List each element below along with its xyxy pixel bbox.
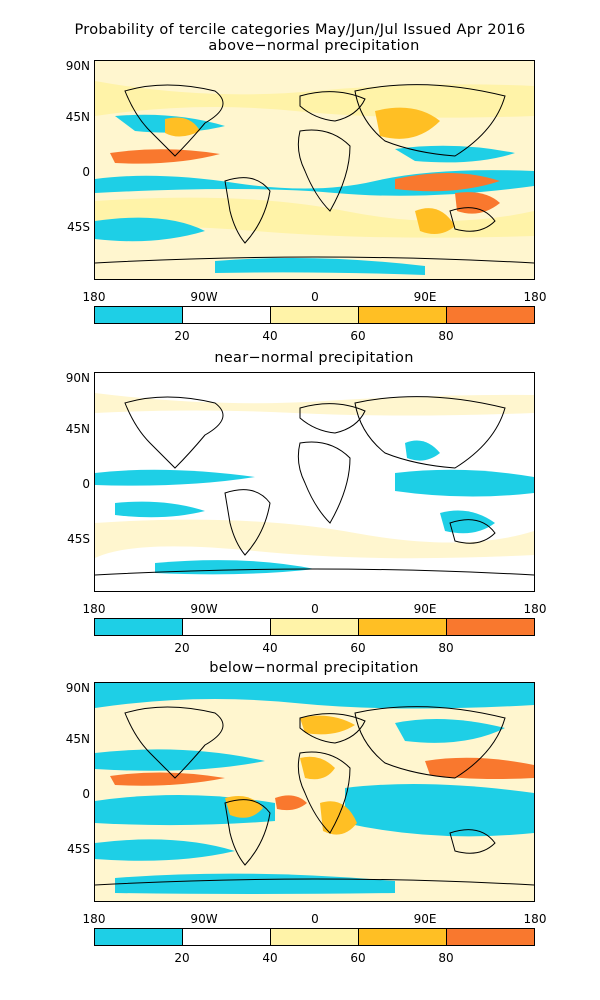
lon-label: 90E xyxy=(413,602,437,616)
lon-label: 180 xyxy=(523,912,547,926)
lat-label: 0 xyxy=(82,787,90,801)
colorbar-label: 80 xyxy=(438,329,454,343)
colorbar-bin xyxy=(95,619,183,635)
colorbar-bin xyxy=(359,619,447,635)
colorbar xyxy=(94,618,535,636)
colorbar-label: 40 xyxy=(262,329,278,343)
figure-title: Probability of tercile categories May/Ju… xyxy=(74,22,526,38)
lon-label: 180 xyxy=(82,912,106,926)
lon-label: 0 xyxy=(311,602,319,616)
colorbar-bin xyxy=(359,307,447,323)
probability-map xyxy=(94,372,535,592)
colorbar-label: 40 xyxy=(262,951,278,965)
colorbar-bin xyxy=(447,619,534,635)
colorbar-label: 40 xyxy=(262,641,278,655)
lat-label: 0 xyxy=(82,477,90,491)
lon-label: 0 xyxy=(311,912,319,926)
lat-label: 90N xyxy=(65,371,90,385)
colorbar-label: 20 xyxy=(174,329,190,343)
colorbar-label: 60 xyxy=(350,951,366,965)
lat-label: 45S xyxy=(67,220,90,234)
colorbar-bin xyxy=(447,929,534,945)
lon-label: 90E xyxy=(413,290,437,304)
colorbar-label: 80 xyxy=(438,641,454,655)
lon-label: 90W xyxy=(190,290,218,304)
probability-map xyxy=(94,60,535,280)
lat-label: 45S xyxy=(67,532,90,546)
colorbar-bin xyxy=(183,929,271,945)
lon-label: 180 xyxy=(82,290,106,304)
colorbar-bin xyxy=(271,307,359,323)
colorbar-bin xyxy=(359,929,447,945)
colorbar-label: 20 xyxy=(174,951,190,965)
lat-label: 90N xyxy=(65,59,90,73)
colorbar-bin xyxy=(271,929,359,945)
lon-label: 90E xyxy=(413,912,437,926)
colorbar-bin xyxy=(95,929,183,945)
colorbar-bin xyxy=(95,307,183,323)
lat-label: 90N xyxy=(65,681,90,695)
colorbar-label: 20 xyxy=(174,641,190,655)
lat-label: 45N xyxy=(65,732,90,746)
colorbar xyxy=(94,306,535,324)
lon-label: 180 xyxy=(523,290,547,304)
lon-label: 180 xyxy=(82,602,106,616)
lon-label: 90W xyxy=(190,912,218,926)
probability-map xyxy=(94,682,535,902)
colorbar-label: 60 xyxy=(350,641,366,655)
colorbar-bin xyxy=(183,619,271,635)
colorbar xyxy=(94,928,535,946)
colorbar-label: 80 xyxy=(438,951,454,965)
lat-label: 45N xyxy=(65,422,90,436)
lon-label: 0 xyxy=(311,290,319,304)
panel-subtitle: below−normal precipitation xyxy=(209,660,419,676)
lat-label: 45N xyxy=(65,110,90,124)
lon-label: 90W xyxy=(190,602,218,616)
lat-label: 45S xyxy=(67,842,90,856)
lon-label: 180 xyxy=(523,602,547,616)
colorbar-bin xyxy=(183,307,271,323)
panel-subtitle: near−normal precipitation xyxy=(214,350,414,366)
colorbar-bin xyxy=(271,619,359,635)
colorbar-label: 60 xyxy=(350,329,366,343)
panel-subtitle: above−normal precipitation xyxy=(208,38,420,54)
lat-label: 0 xyxy=(82,165,90,179)
colorbar-bin xyxy=(447,307,534,323)
